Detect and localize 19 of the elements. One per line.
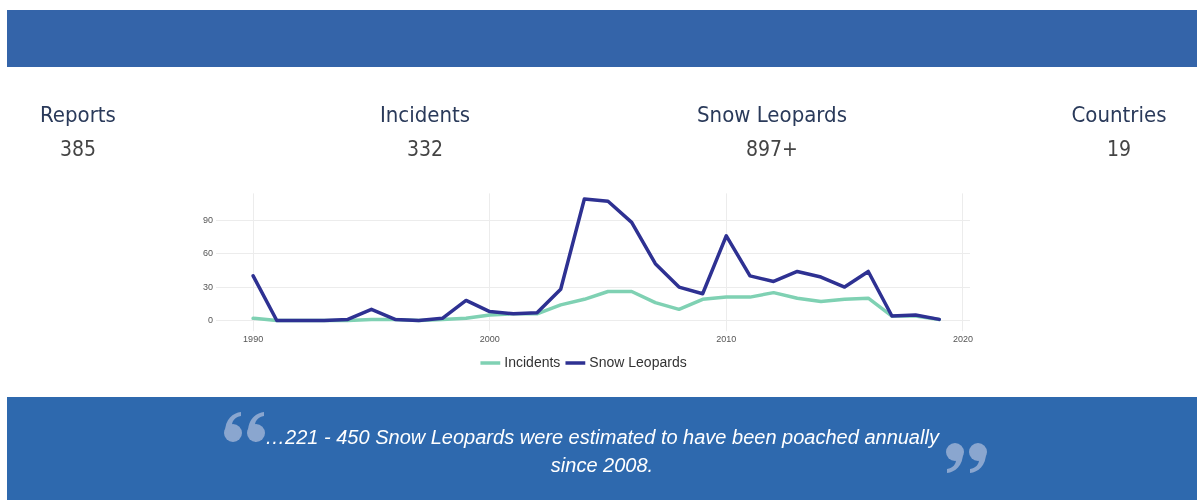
x-tick-label: 2010 — [716, 334, 737, 345]
text: …221 - 450 Snow Leopards were estimated to have been poached annually since 2008. — [264, 425, 941, 478]
text: Countries — [1070, 102, 1168, 127]
text: 897+ — [745, 137, 799, 161]
x-tick-label: 2000 — [479, 334, 500, 345]
x-tick-label: 1990 — [243, 334, 264, 345]
legend-label: Incidents — [504, 353, 561, 370]
y-tick-label: 90 — [203, 214, 214, 225]
text: Reports — [39, 102, 117, 127]
text: 385 — [58, 137, 98, 161]
x-tick-label: 2020 — [952, 334, 973, 345]
y-tick-label: 60 — [203, 248, 214, 259]
text: Incidents — [378, 102, 472, 127]
text: Snow Leopards — [696, 102, 848, 127]
y-tick-label: 0 — [208, 314, 214, 325]
text: 19 — [1105, 137, 1132, 161]
text: 332 — [405, 137, 445, 161]
legend-label: Snow Leopards — [589, 353, 687, 370]
y-tick-label: 30 — [203, 281, 214, 292]
